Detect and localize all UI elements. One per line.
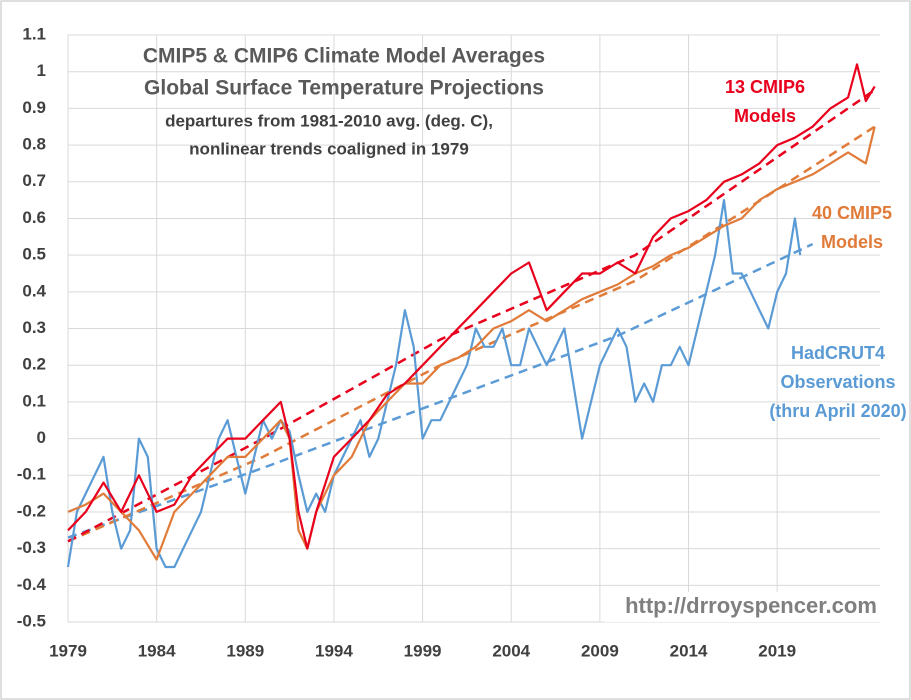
- y-tick-label: 1.1: [22, 24, 46, 43]
- y-tick-label: -0.3: [17, 538, 46, 557]
- y-tick-label: 0.2: [22, 355, 46, 374]
- series-label: 13 CMIP6: [725, 77, 805, 97]
- chart-subtitle: departures from 1981-2010 avg. (deg. C),: [165, 111, 493, 130]
- y-tick-label: 0.3: [22, 318, 46, 337]
- y-tick-label: 0.9: [22, 98, 46, 117]
- y-tick-label: -0.1: [17, 465, 46, 484]
- x-tick-label: 1994: [315, 641, 353, 660]
- y-tick-label: 1: [37, 61, 46, 80]
- x-tick-label: 1979: [49, 641, 87, 660]
- y-tick-label: -0.4: [17, 575, 47, 594]
- series-line: [67, 63, 876, 550]
- x-tick-label: 1984: [138, 641, 176, 660]
- chart-subtitle: nonlinear trends coaligned in 1979: [189, 139, 469, 158]
- series-line: [67, 126, 876, 561]
- series-label: Observations: [780, 372, 895, 392]
- watermark: http://drroyspencer.com: [625, 593, 877, 618]
- series-label: 40 CMIP5: [812, 203, 892, 223]
- y-tick-label: 0.4: [22, 281, 46, 300]
- x-tick-label: 2004: [492, 641, 530, 660]
- y-tick-label: 0.6: [22, 208, 46, 227]
- trend-line: [67, 242, 814, 539]
- x-tick-label: 2009: [581, 641, 619, 660]
- y-tick-label: 0.8: [22, 135, 46, 154]
- y-tick-label: 0: [37, 428, 46, 447]
- x-tick-label: 1999: [404, 641, 442, 660]
- y-tick-label: -0.5: [17, 611, 46, 630]
- watermark-bg: [605, 592, 897, 622]
- y-tick-label: 0.7: [22, 171, 46, 190]
- y-tick-label: -0.2: [17, 501, 46, 520]
- series-label: Models: [734, 106, 796, 126]
- x-tick-label: 1989: [226, 641, 264, 660]
- chart-title: CMIP5 & CMIP6 Climate Model Averages: [143, 45, 545, 68]
- series-label: HadCRUT4: [791, 343, 885, 363]
- trend-line: [67, 88, 876, 543]
- x-tick-label: 2019: [758, 641, 796, 660]
- series-label: (thru April 2020): [769, 401, 906, 421]
- series-line: [66, 199, 802, 569]
- y-tick-label: 0.5: [22, 245, 46, 264]
- chart-title: Global Surface Temperature Projections: [144, 77, 544, 100]
- y-tick-label: 0.1: [22, 391, 46, 410]
- series-label: Models: [821, 232, 883, 252]
- x-tick-label: 2014: [670, 641, 708, 660]
